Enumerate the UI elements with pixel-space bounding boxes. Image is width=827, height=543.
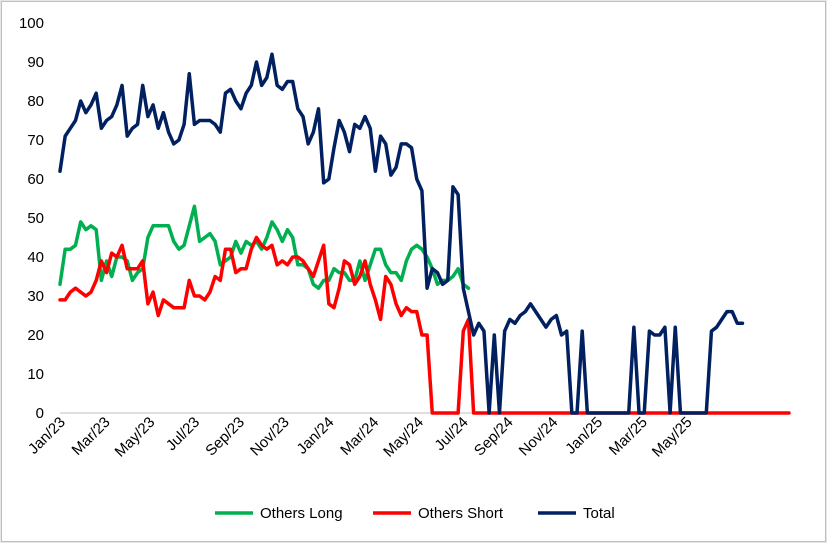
y-tick-label: 90: [27, 54, 44, 71]
x-tick-label: Nov/23: [247, 414, 293, 460]
y-tick-label: 80: [27, 93, 44, 110]
y-tick-label: 30: [27, 288, 44, 305]
series-line-total: [58, 52, 745, 415]
series-line-others-long: [58, 204, 471, 290]
legend-label-others-long: Others Long: [260, 505, 343, 522]
y-tick-label: 100: [19, 15, 44, 32]
x-tick-label: Jul/23: [163, 414, 203, 454]
x-tick-label: May/23: [112, 414, 159, 461]
x-tick-label: Mar/23: [69, 414, 114, 459]
legend-label-total: Total: [583, 505, 615, 522]
x-tick-label: Mar/24: [337, 414, 382, 459]
x-tick-label: Sep/24: [471, 414, 517, 460]
y-tick-label: 40: [27, 249, 44, 266]
y-tick-label: 50: [27, 210, 44, 227]
x-tick-label: Jan/25: [562, 414, 606, 458]
series-lines: [58, 52, 791, 415]
x-tick-label: May/24: [380, 414, 427, 461]
y-tick-label: 20: [27, 327, 44, 344]
x-tick-label: Jul/24: [431, 414, 471, 454]
y-tick-label: 60: [27, 171, 44, 188]
x-tick-label: Jan/23: [25, 414, 69, 458]
legend-label-others-short: Others Short: [418, 505, 504, 522]
y-axis: 0 10 20 30 40 50 60 70 80 90 100: [19, 15, 44, 422]
x-tick-label: May/25: [649, 414, 696, 461]
y-tick-label: 10: [27, 366, 44, 383]
y-tick-label: 70: [27, 132, 44, 149]
x-tick-label: Sep/23: [202, 414, 248, 460]
y-tick-label: 0: [36, 405, 44, 422]
x-tick-label: Nov/24: [516, 414, 562, 460]
legend: Others Long Others Short Total: [215, 505, 615, 522]
x-tick-label: Mar/25: [606, 414, 651, 459]
x-tick-label: Jan/24: [294, 414, 338, 458]
series-line-others-short: [58, 235, 791, 415]
